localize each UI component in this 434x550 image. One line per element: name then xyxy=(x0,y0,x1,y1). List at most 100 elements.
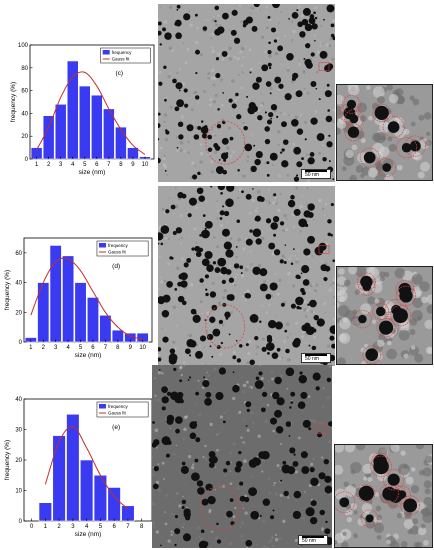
nanoparticle xyxy=(289,406,292,409)
nanoparticle xyxy=(264,126,270,132)
nanoparticle xyxy=(204,250,213,260)
histogram-bar xyxy=(90,94,103,160)
nanoparticle xyxy=(221,137,229,145)
tem-speckle xyxy=(323,302,327,305)
tem-speckle xyxy=(280,499,283,502)
tem-speckle xyxy=(181,526,184,529)
tem-speckle xyxy=(271,377,274,381)
tem-speckle xyxy=(302,516,306,520)
zoom-speckle xyxy=(337,305,350,317)
tem-speckle xyxy=(215,23,219,27)
y-axis-label: frequency (%) xyxy=(4,440,11,480)
tem-speckle xyxy=(221,471,223,473)
tem-speckle xyxy=(307,179,311,182)
y-axis-label: frequency (%) xyxy=(4,270,11,310)
nanoparticle xyxy=(158,112,161,116)
zoom-speckle xyxy=(360,173,365,178)
nanoparticle xyxy=(187,213,192,218)
nanoparticle xyxy=(172,230,177,235)
tem-speckle xyxy=(217,301,222,306)
tem-speckle xyxy=(158,287,160,290)
tem-speckle xyxy=(268,491,272,495)
nanoparticle xyxy=(245,238,253,246)
tem-speckle xyxy=(228,541,233,546)
tem-speckle xyxy=(274,196,277,200)
tem-speckle xyxy=(211,46,214,49)
nanoparticle xyxy=(229,498,234,502)
tem-speckle xyxy=(161,372,164,375)
nanoparticle xyxy=(236,358,242,363)
nanoparticle xyxy=(273,193,277,197)
zoom-annotation-circle xyxy=(342,95,361,114)
tem-speckle xyxy=(321,529,324,532)
zoom-speckle xyxy=(411,273,423,285)
tem-speckle xyxy=(199,300,203,304)
nanoparticle xyxy=(296,161,303,168)
tem-speckle xyxy=(163,20,168,24)
tem-speckle xyxy=(261,337,265,341)
nanoparticle xyxy=(189,354,192,357)
nanoparticle xyxy=(177,121,184,128)
tem-speckle xyxy=(286,336,289,339)
zoom-speckle xyxy=(390,445,400,453)
tem-speckle xyxy=(164,522,168,526)
nanoparticle xyxy=(313,11,316,15)
tem-speckle xyxy=(173,293,176,296)
tem-speckle xyxy=(260,93,263,95)
nanoparticle xyxy=(223,158,227,162)
tem-speckle xyxy=(331,19,335,23)
nanoparticle xyxy=(204,125,208,129)
nanoparticle xyxy=(269,515,275,520)
tem-speckle xyxy=(279,493,283,497)
nanoparticle xyxy=(182,533,192,542)
nanoparticle xyxy=(327,219,332,224)
nanoparticle xyxy=(280,479,283,482)
x-tick-label: 2 xyxy=(57,524,61,530)
tem-speckle xyxy=(170,533,174,536)
nanoparticle xyxy=(174,22,178,26)
tem-speckle xyxy=(176,72,179,75)
zoom-speckle xyxy=(386,85,393,91)
tem-speckle xyxy=(232,515,236,519)
nanoparticle xyxy=(288,18,290,20)
tem-speckle xyxy=(301,195,304,198)
tem-speckle xyxy=(225,530,227,533)
legend-swatch-frequency xyxy=(98,243,106,248)
nanoparticle xyxy=(252,188,254,190)
tem-speckle xyxy=(246,265,249,268)
tem-speckle xyxy=(182,495,184,498)
nanoparticle xyxy=(245,539,253,547)
tem-speckle xyxy=(267,188,270,191)
tem-speckle xyxy=(267,380,270,383)
tem-speckle xyxy=(266,403,270,407)
nanoparticle xyxy=(245,16,253,24)
tem-speckle xyxy=(154,394,157,397)
zoom-annotation-circle xyxy=(392,485,411,504)
nanoparticle xyxy=(270,104,278,111)
tem-speckle xyxy=(206,371,208,374)
tem-speckle xyxy=(168,5,173,10)
zoom-speckle xyxy=(404,511,412,520)
tem-speckle xyxy=(272,544,275,548)
x-tick-label: 1 xyxy=(44,524,48,530)
tem-speckle xyxy=(240,64,244,67)
tem-speckle xyxy=(240,521,244,525)
nanoparticle xyxy=(194,13,198,17)
tem-speckle xyxy=(301,135,304,138)
nanoparticle xyxy=(330,23,335,28)
x-tick-label: 7 xyxy=(107,162,111,168)
nanoparticle xyxy=(178,273,185,280)
tem-speckle xyxy=(246,160,249,163)
nanoparticle xyxy=(329,335,335,341)
nanoparticle xyxy=(152,483,159,490)
nanoparticle xyxy=(208,462,215,468)
tem-speckle xyxy=(211,76,215,80)
zoom-speckle xyxy=(335,464,344,475)
tem-speckle xyxy=(267,547,269,548)
tem-speckle xyxy=(188,333,193,338)
nanoparticle xyxy=(204,274,210,279)
nanoparticle xyxy=(280,151,283,154)
tem-speckle xyxy=(248,511,251,515)
nanoparticle xyxy=(224,311,231,318)
tem-speckle xyxy=(299,529,301,531)
